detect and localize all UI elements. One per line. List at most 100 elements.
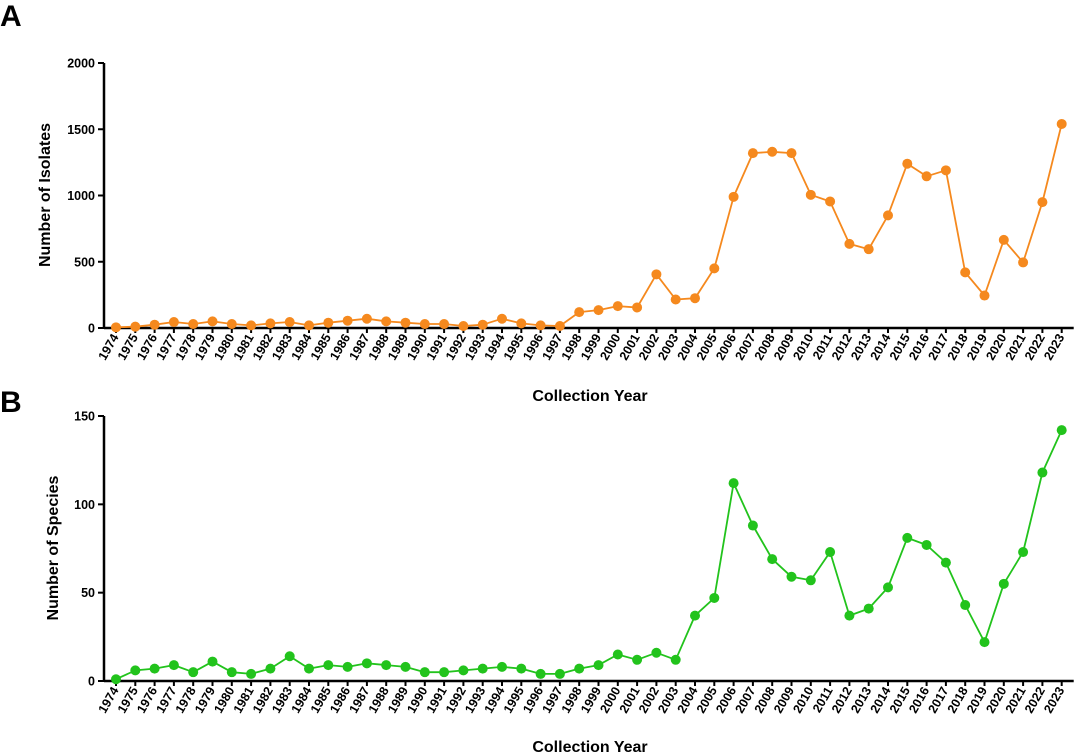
- data-point: [747, 148, 758, 159]
- data-point: [304, 320, 314, 331]
- y-tick-label: 1500: [67, 123, 95, 137]
- data-point: [825, 196, 836, 207]
- data-point: [632, 654, 643, 665]
- data-point: [381, 316, 392, 327]
- panel-b: B Number of Species Collection Year 0 50 1…: [0, 386, 1074, 755]
- data-point: [400, 317, 411, 328]
- data-point: [883, 582, 893, 593]
- data-point: [1037, 197, 1048, 208]
- data-point: [246, 320, 257, 331]
- panel-label-a: A: [0, 0, 22, 33]
- data-point: [670, 294, 681, 305]
- data-point: [554, 321, 565, 332]
- data-point: [998, 234, 1009, 245]
- data-point: [111, 674, 121, 685]
- data-point: [767, 554, 778, 565]
- data-point: [690, 610, 700, 621]
- data-point: [516, 318, 527, 329]
- series-line: [115, 123, 1063, 329]
- data-point: [844, 238, 855, 249]
- y-axis-title-b: Number of Species: [45, 475, 62, 620]
- data-point: [226, 667, 237, 678]
- data-point: [284, 651, 295, 662]
- data-point: [130, 321, 141, 332]
- data-point: [574, 307, 585, 318]
- data-point: [535, 668, 546, 679]
- data-point: [246, 668, 257, 679]
- x-tick-label: 2010: [790, 684, 816, 715]
- data-point: [902, 158, 913, 169]
- data-point: [960, 267, 971, 278]
- data-point: [284, 317, 295, 328]
- data-point: [535, 320, 546, 331]
- data-point: [632, 302, 643, 313]
- data-point: [439, 667, 450, 678]
- panel-a: A Number of Isolates Collection Year 0 50…: [0, 0, 1074, 405]
- data-point: [670, 654, 681, 665]
- data-point: [323, 660, 334, 671]
- data-point: [979, 637, 990, 648]
- data-point: [593, 305, 604, 316]
- data-point: [130, 665, 141, 676]
- data-point: [883, 210, 893, 221]
- data-point: [1037, 467, 1048, 478]
- data-point: [168, 660, 179, 671]
- data-point: [265, 663, 276, 674]
- data-point: [1018, 547, 1029, 558]
- data-point: [265, 318, 276, 329]
- data-point: [728, 478, 739, 489]
- data-point: [381, 660, 392, 671]
- data-point: [1056, 425, 1067, 436]
- y-tick-label: 50: [81, 586, 95, 600]
- y-tick-label: 0: [88, 675, 95, 689]
- data-point: [612, 649, 623, 660]
- data-point: [863, 244, 874, 255]
- data-point: [786, 571, 797, 582]
- data-point: [805, 189, 816, 200]
- data-point: [419, 667, 430, 678]
- data-point: [516, 663, 527, 674]
- data-point: [207, 656, 218, 667]
- y-axis-title-a: Number of Isolates: [37, 123, 54, 267]
- data-point: [651, 269, 662, 280]
- data-point: [651, 647, 662, 658]
- y-tick-label: 1000: [67, 189, 95, 203]
- data-point: [149, 663, 160, 674]
- data-point: [111, 322, 121, 333]
- data-point: [902, 532, 913, 543]
- data-point: [728, 191, 739, 202]
- x-axis-title-a: Collection Year: [532, 388, 647, 405]
- data-point: [168, 317, 179, 328]
- series-line: [115, 429, 1063, 681]
- data-point: [747, 520, 758, 531]
- x-tick-label: 2010: [790, 331, 816, 362]
- data-point: [574, 663, 585, 674]
- data-point: [1056, 118, 1067, 129]
- data-point: [188, 667, 199, 678]
- data-point: [612, 301, 623, 312]
- data-point: [690, 293, 700, 304]
- data-point: [419, 319, 430, 330]
- data-point: [342, 315, 353, 326]
- data-point: [921, 539, 932, 550]
- data-point: [709, 263, 720, 274]
- data-point: [825, 547, 836, 558]
- data-point: [226, 319, 237, 330]
- data-point: [458, 665, 469, 676]
- data-point: [361, 313, 372, 324]
- data-point: [844, 610, 855, 621]
- x-tick-label: 2023: [1041, 684, 1067, 715]
- data-point: [207, 316, 218, 327]
- data-point: [458, 321, 469, 332]
- y-tick-label: 150: [74, 410, 95, 424]
- data-point: [979, 290, 990, 301]
- data-point: [149, 319, 160, 330]
- data-point: [1018, 257, 1029, 268]
- data-point: [940, 557, 951, 568]
- data-point: [960, 600, 971, 611]
- data-point: [477, 319, 488, 330]
- data-point: [805, 575, 816, 586]
- panel-label-b: B: [0, 386, 22, 419]
- y-tick-label: 100: [74, 498, 95, 512]
